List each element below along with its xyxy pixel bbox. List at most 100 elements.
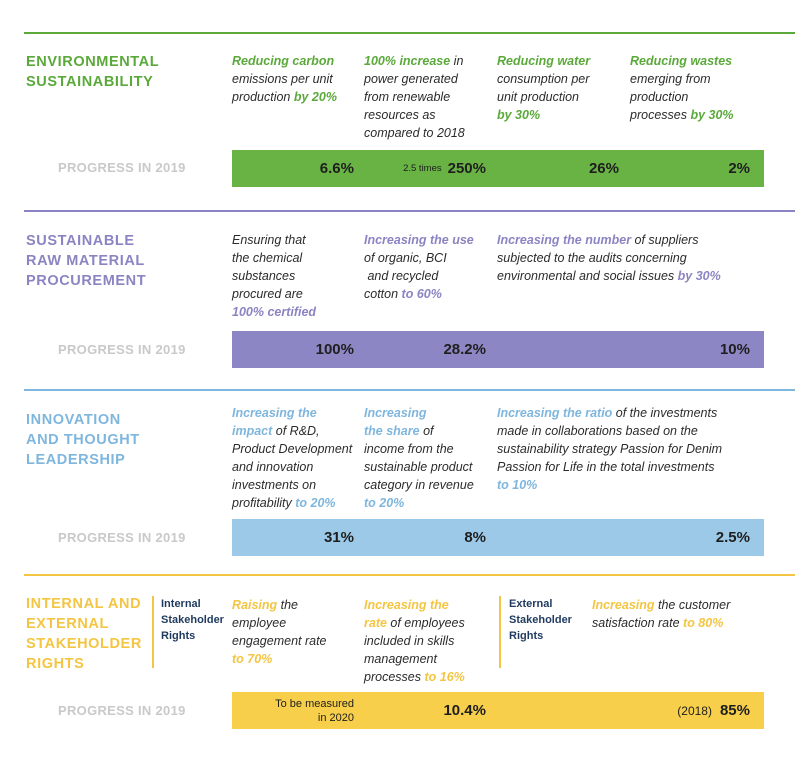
goal-line: cotton xyxy=(364,287,399,301)
goal-target: to 20% xyxy=(295,496,336,510)
goal-highlight: Reducing wastes xyxy=(630,54,733,68)
progress-box-audits: 10% xyxy=(497,331,764,368)
goal-line: compared to 2018 xyxy=(364,126,465,140)
goal-highlight: Increasing xyxy=(364,406,427,420)
goal-highlight: rate xyxy=(364,616,387,630)
section-divider-stakeholder xyxy=(24,574,795,576)
progress-box-income: 8% xyxy=(364,519,500,556)
goal-line: production xyxy=(232,90,291,104)
progress-label-environmental: PROGRESS IN 2019 xyxy=(58,160,186,175)
goal-line: sustainable product xyxy=(364,460,473,474)
progress-value: 31% xyxy=(323,529,354,546)
internal-stakeholder-label: Internal Stakeholder Rights xyxy=(161,596,224,644)
goal-line: processes xyxy=(630,108,687,122)
goal-highlight: Increasing the ratio xyxy=(497,406,613,420)
goal-target: by 30% xyxy=(677,269,721,283)
goal-target: to 60% xyxy=(401,287,442,301)
goal-target: by 30% xyxy=(690,108,734,122)
goal-line: in xyxy=(450,54,464,68)
goal-line: substances xyxy=(232,269,296,283)
category-title-line: ENVIRONMENTAL xyxy=(26,54,160,70)
label-line: External xyxy=(509,598,553,610)
category-title-line: RAW MATERIAL xyxy=(26,253,145,269)
goal-line: satisfaction rate xyxy=(592,616,680,630)
category-title-innovation: INNOVATION AND THOUGHT LEADERSHIP xyxy=(26,410,226,470)
label-line: Stakeholder xyxy=(509,614,572,626)
goal-line: engagement rate xyxy=(232,634,327,648)
goal-line: consumption per xyxy=(497,72,590,86)
category-title-line: SUSTAINABLE xyxy=(26,233,135,249)
progress-value: 28.2% xyxy=(443,341,486,358)
goal-line: the customer xyxy=(654,598,731,612)
goal-target: to 16% xyxy=(424,670,465,684)
section-divider-raw-material xyxy=(24,210,795,212)
goal-line: production xyxy=(630,90,689,104)
progress-value: 2% xyxy=(728,160,750,177)
category-title-line: STAKEHOLDER xyxy=(26,636,142,652)
goal-line: included in skills xyxy=(364,634,455,648)
goal-target: to 20% xyxy=(364,496,405,510)
goal-organic-cotton: Increasing the use of organic, BCI and r… xyxy=(364,231,494,303)
goal-highlight: Increasing xyxy=(592,598,655,612)
internal-stakeholder-divider xyxy=(152,596,154,668)
progress-box-cotton: 28.2% xyxy=(364,331,500,368)
goal-line: Ensuring that xyxy=(232,233,306,247)
progress-label-raw-material: PROGRESS IN 2019 xyxy=(58,342,186,357)
category-title-raw-material: SUSTAINABLE RAW MATERIAL PROCUREMENT xyxy=(26,231,226,291)
goal-investment-ratio: Increasing the ratio of the investments … xyxy=(497,404,767,494)
goal-highlight: Reducing water xyxy=(497,54,591,68)
progress-box-water: 26% xyxy=(497,150,633,187)
progress-box-customer: (2018) 85% xyxy=(497,692,764,729)
goal-line: category in revenue xyxy=(364,478,474,492)
goal-target: to 10% xyxy=(497,478,538,492)
goal-line: sustainability strategy Passion for Deni… xyxy=(497,442,723,456)
progress-value: 100% xyxy=(315,341,354,358)
goal-line: from renewable xyxy=(364,90,451,104)
progress-label-innovation: PROGRESS IN 2019 xyxy=(58,530,186,545)
progress-prefix: 2.5 times xyxy=(403,163,442,174)
section-divider-environmental xyxy=(24,32,795,34)
goal-line: employee xyxy=(232,616,287,630)
goal-line: made in collaborations based on the xyxy=(497,424,698,438)
goal-line: profitability xyxy=(232,496,292,510)
goal-line: of xyxy=(419,424,434,438)
goal-line: and recycled xyxy=(364,269,439,283)
progress-prefix: (2018) xyxy=(677,703,712,718)
goal-skills-management: Increasing the rate of employees include… xyxy=(364,596,496,686)
goal-line: of employees xyxy=(386,616,465,630)
goal-line: subjected to the audits concerning xyxy=(497,251,687,265)
goal-line: resources as xyxy=(364,108,436,122)
goal-line: investments on xyxy=(232,478,317,492)
section-divider-innovation xyxy=(24,389,795,391)
goal-target: by 20% xyxy=(293,90,337,104)
goal-highlight: Increasing the xyxy=(364,598,449,612)
progress-value: 250% xyxy=(447,160,486,177)
progress-box-renewable: 2.5 times 250% xyxy=(364,150,500,187)
category-title-line: EXTERNAL xyxy=(26,616,109,632)
goal-sustainable-income: Increasing the share of income from the … xyxy=(364,404,496,512)
goal-target: to 70% xyxy=(232,652,273,666)
progress-value: 8% xyxy=(464,529,486,546)
goal-water: Reducing water consumption per unit prod… xyxy=(497,52,627,124)
goal-highlight: Increasing the xyxy=(232,406,317,420)
goal-highlight: Raising xyxy=(232,598,278,612)
goal-target: to 80% xyxy=(683,616,724,630)
goal-highlight: impact xyxy=(232,424,273,438)
label-line: Rights xyxy=(161,630,196,642)
goal-line: emissions per unit xyxy=(232,72,333,86)
goal-highlight: 100% increase xyxy=(364,54,451,68)
label-line: Rights xyxy=(509,630,544,642)
goal-engagement-rate: Raising the employee engagement rate to … xyxy=(232,596,362,668)
progress-box-rnd: 31% xyxy=(232,519,368,556)
category-title-line: RIGHTS xyxy=(26,656,85,672)
goal-line: procured are xyxy=(232,287,303,301)
label-line: Stakeholder xyxy=(161,614,224,626)
label-line: Internal xyxy=(161,598,201,610)
goal-line: management xyxy=(364,652,437,666)
goal-line: and innovation xyxy=(232,460,314,474)
progress-box-investment: 2.5% xyxy=(497,519,764,556)
progress-box-carbon: 6.6% xyxy=(232,150,368,187)
progress-value: 26% xyxy=(588,160,619,177)
goal-line: Passion for Life in the total investment… xyxy=(497,460,715,474)
category-title-line: LEADERSHIP xyxy=(26,452,126,468)
